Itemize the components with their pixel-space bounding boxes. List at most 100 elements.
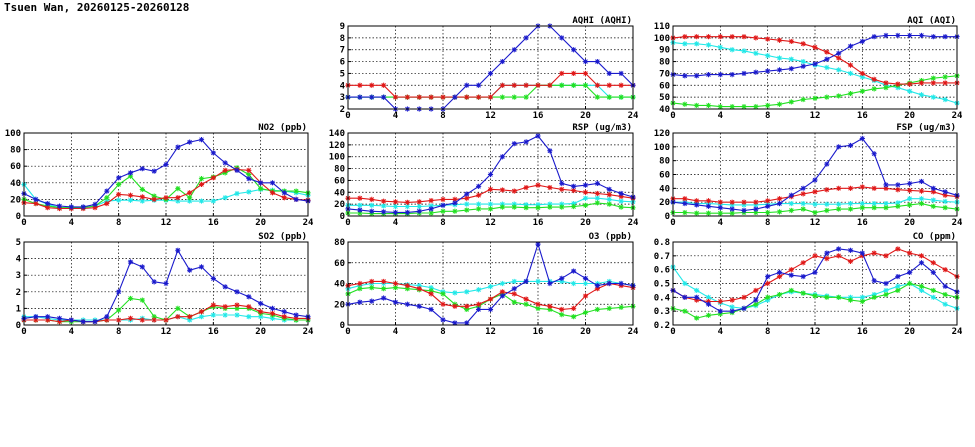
data-point-cyan bbox=[765, 297, 771, 303]
data-point-red bbox=[859, 253, 865, 259]
chart-panel-aqhi: AQHI (AQHI) 0 4 8 12 16 20 24 2 3 4 56 7 8 9 bbox=[340, 16, 639, 121]
data-point-blue bbox=[547, 148, 553, 154]
x-tick-label: 16 bbox=[857, 218, 868, 228]
data-point-green bbox=[705, 210, 712, 216]
data-point-green bbox=[682, 101, 688, 107]
data-point-cyan bbox=[487, 201, 494, 207]
data-point-green bbox=[729, 104, 735, 110]
data-point-blue bbox=[800, 63, 806, 69]
data-point-green bbox=[198, 176, 205, 182]
data-point-red bbox=[847, 62, 854, 68]
data-point-green bbox=[571, 314, 577, 320]
data-point-blue bbox=[606, 280, 612, 287]
data-point-red bbox=[392, 280, 399, 287]
y-tick-label: 7 bbox=[340, 46, 345, 56]
x-tick-label: 24 bbox=[952, 327, 963, 337]
data-point-cyan bbox=[942, 96, 948, 103]
data-point-blue bbox=[694, 73, 700, 79]
data-point-red bbox=[606, 82, 612, 88]
data-point-red bbox=[281, 195, 287, 201]
data-point-green bbox=[682, 209, 688, 216]
y-tick-label: 0 bbox=[340, 321, 345, 331]
x-tick-label: 20 bbox=[580, 327, 591, 337]
data-point-blue bbox=[717, 308, 723, 314]
chart-title: RSP (ug/m3) bbox=[572, 123, 632, 133]
data-point-red bbox=[452, 196, 458, 202]
y-tick-label: 100 bbox=[654, 143, 670, 153]
data-point-blue bbox=[800, 273, 806, 280]
data-point-red bbox=[895, 81, 901, 87]
data-point-cyan bbox=[859, 74, 865, 80]
data-point-blue bbox=[705, 203, 712, 209]
data-point-blue bbox=[729, 72, 735, 78]
data-point-red bbox=[104, 317, 110, 323]
data-point-green bbox=[847, 297, 854, 303]
data-point-cyan bbox=[559, 201, 565, 207]
y-tick-label: 40 bbox=[334, 280, 345, 290]
data-point-red bbox=[895, 246, 901, 252]
data-point-green bbox=[717, 104, 723, 110]
data-point-cyan bbox=[741, 48, 747, 54]
data-point-cyan bbox=[618, 198, 624, 204]
data-point-red bbox=[357, 195, 363, 201]
data-point-cyan bbox=[753, 202, 759, 208]
data-point-blue bbox=[404, 301, 410, 307]
data-point-blue bbox=[800, 185, 806, 191]
x-tick-label: 8 bbox=[440, 327, 445, 337]
data-point-blue bbox=[836, 50, 842, 56]
data-point-cyan bbox=[464, 289, 470, 295]
data-point-blue bbox=[80, 319, 86, 325]
data-point-green bbox=[175, 305, 181, 311]
x-tick-label: 16 bbox=[533, 327, 544, 337]
data-point-red bbox=[883, 253, 889, 259]
data-point-green bbox=[871, 294, 877, 300]
data-point-red bbox=[753, 35, 759, 41]
x-tick-label: 0 bbox=[670, 111, 675, 121]
x-tick-label: 8 bbox=[765, 111, 770, 121]
data-point-red bbox=[836, 185, 842, 191]
data-point-red bbox=[582, 70, 589, 77]
data-point-red bbox=[800, 191, 806, 197]
data-point-red bbox=[717, 298, 723, 305]
data-point-red bbox=[357, 280, 363, 287]
data-point-blue bbox=[68, 204, 74, 210]
data-point-red bbox=[369, 196, 375, 202]
data-point-green bbox=[741, 104, 747, 110]
data-point-blue bbox=[883, 32, 889, 39]
data-point-green bbox=[535, 305, 541, 311]
data-point-green bbox=[883, 85, 889, 91]
data-point-red bbox=[918, 188, 925, 194]
data-point-red bbox=[717, 34, 723, 40]
data-point-green bbox=[440, 208, 446, 214]
data-point-cyan bbox=[606, 196, 612, 202]
data-point-cyan bbox=[871, 200, 877, 207]
data-point-red bbox=[163, 195, 169, 201]
data-point-green bbox=[930, 75, 936, 81]
data-point-blue bbox=[198, 264, 205, 270]
data-point-cyan bbox=[487, 284, 494, 290]
data-point-blue bbox=[942, 283, 948, 289]
data-point-blue bbox=[440, 202, 446, 208]
data-point-blue bbox=[452, 94, 458, 100]
data-point-blue bbox=[357, 299, 363, 305]
data-point-red bbox=[800, 41, 806, 47]
data-point-blue bbox=[824, 56, 830, 62]
data-point-cyan bbox=[511, 278, 517, 285]
data-point-red bbox=[942, 267, 948, 273]
y-tick-label: 60 bbox=[10, 162, 21, 172]
data-point-blue bbox=[476, 183, 482, 189]
data-point-red bbox=[139, 317, 145, 323]
plot-frame bbox=[672, 241, 958, 326]
data-point-green bbox=[942, 291, 948, 298]
data-point-red bbox=[788, 38, 794, 45]
data-point-blue bbox=[139, 166, 145, 172]
data-point-red bbox=[559, 186, 565, 192]
data-point-cyan bbox=[824, 201, 830, 207]
data-point-blue bbox=[776, 269, 783, 276]
data-point-green bbox=[753, 301, 759, 307]
data-point-blue bbox=[523, 35, 529, 41]
data-point-blue bbox=[499, 58, 505, 65]
data-point-red bbox=[464, 303, 470, 309]
data-point-green bbox=[618, 304, 624, 310]
